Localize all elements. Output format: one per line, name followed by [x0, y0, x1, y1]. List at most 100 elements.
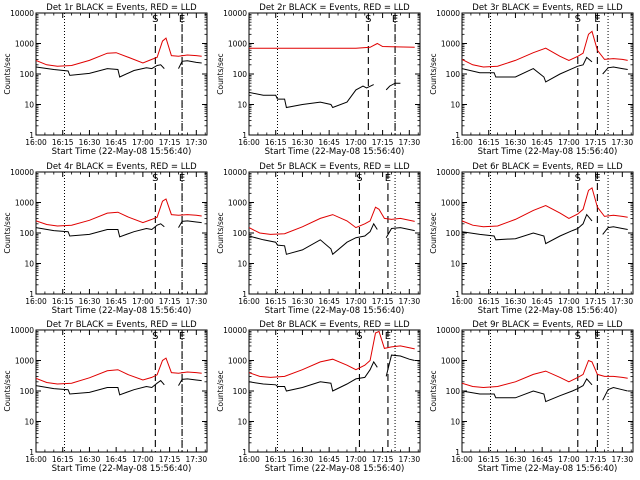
x-tick-label: 17:00: [558, 138, 580, 147]
y-tick-label: 1000: [15, 199, 34, 208]
red-series-line-3: [249, 206, 415, 235]
y-tick-label: 10000: [10, 326, 34, 335]
x-tick-label: 16:00: [25, 138, 47, 147]
marker-label-e: E: [179, 14, 185, 25]
marker-label-s: S: [356, 331, 362, 342]
marker-label-e: E: [392, 14, 398, 25]
chart-panel-5: Det 5r BLACK = Events, RED = LLD 1 10 100 10…: [216, 162, 421, 316]
marker-label-e: E: [179, 331, 185, 342]
x-tick-label: 16:00: [238, 455, 260, 464]
x-axis-label: Start Time (22-May-08 15:56:40): [265, 464, 405, 474]
x-tick-label: 16:30: [505, 455, 527, 464]
chart-title: Det 6r BLACK = Events, RED = LLD: [472, 162, 623, 172]
plot-frame: [35, 171, 208, 295]
y-axis-label: Counts/sec: [216, 370, 225, 411]
y-tick-label: 10000: [223, 168, 247, 177]
x-tick-label: 16:15: [478, 455, 500, 464]
plot-frame: [35, 329, 208, 453]
plot-frame: [461, 171, 634, 295]
y-axis-label: Counts/sec: [3, 370, 12, 411]
y-tick-label: 1000: [228, 40, 247, 49]
x-tick-label: 17:15: [159, 455, 181, 464]
x-tick-label: 17:30: [186, 455, 208, 464]
x-tick-label: 16:30: [79, 455, 101, 464]
black-series-line-2: [178, 378, 202, 386]
marker-label-s: S: [575, 14, 581, 25]
marker-label-e: E: [594, 331, 600, 342]
x-tick-label: 16:00: [25, 455, 47, 464]
y-axis-label: Counts/sec: [216, 53, 225, 94]
y-tick-label: 100: [446, 70, 461, 79]
x-tick-label: 16:15: [52, 138, 74, 147]
plot-frame: [35, 12, 208, 136]
x-axis-label: Start Time (22-May-08 15:56:40): [52, 464, 192, 474]
black-series-line-2: [178, 60, 202, 69]
chart-title: Det 4r BLACK = Events, RED = LLD: [46, 162, 197, 172]
y-tick-label: 1: [242, 290, 247, 299]
x-tick-label: 16:00: [238, 138, 260, 147]
x-tick-label: 17:30: [612, 138, 634, 147]
y-tick-label: 1000: [15, 40, 34, 49]
x-tick-label: 16:15: [478, 138, 500, 147]
y-tick-label: 10000: [436, 9, 460, 18]
x-tick-label: 17:00: [132, 297, 154, 306]
chart-panel-1: Det 1r BLACK = Events, RED = LLD 1 10 100 10…: [3, 3, 208, 157]
chart-title: Det 7r BLACK = Events, RED = LLD: [46, 320, 197, 330]
black-series-line-2: [385, 354, 415, 377]
black-series-line-1: [462, 378, 593, 403]
x-tick-label: 16:30: [505, 297, 527, 306]
y-tick-label: 1000: [441, 199, 460, 208]
y-tick-label: 10000: [223, 326, 247, 335]
x-tick-label: 16:30: [292, 297, 314, 306]
x-tick-label: 16:45: [318, 455, 340, 464]
y-tick-label: 10000: [10, 9, 34, 18]
y-tick-label: 1000: [441, 40, 460, 49]
y-tick-label: 100: [20, 70, 35, 79]
x-tick-label: 17:30: [399, 455, 421, 464]
black-series-line-1: [36, 64, 165, 78]
x-tick-label: 17:15: [372, 297, 394, 306]
black-series-line-1: [462, 56, 593, 83]
y-tick-label: 10: [450, 418, 460, 427]
marker-label-s: S: [152, 14, 158, 25]
x-tick-label: 17:00: [558, 297, 580, 306]
x-tick-label: 16:15: [265, 297, 287, 306]
y-tick-label: 100: [446, 229, 461, 238]
y-axis-label: Counts/sec: [429, 370, 438, 411]
y-tick-label: 1: [242, 448, 247, 457]
x-tick-label: 17:15: [159, 297, 181, 306]
x-tick-label: 16:30: [292, 455, 314, 464]
x-axis-label: Start Time (22-May-08 15:56:40): [52, 147, 192, 157]
y-axis-label: Counts/sec: [216, 212, 225, 253]
red-series-line-3: [249, 42, 415, 49]
marker-label-s: S: [356, 173, 362, 184]
x-tick-label: 16:30: [79, 297, 101, 306]
x-tick-label: 17:15: [372, 138, 394, 147]
y-tick-label: 100: [233, 229, 248, 238]
x-tick-label: 16:00: [238, 297, 260, 306]
black-series-line-1: [36, 223, 165, 238]
plot-frame: [248, 171, 421, 295]
plot-frame: [461, 12, 634, 136]
red-series-line-3: [249, 330, 415, 378]
marker-label-e: E: [594, 173, 600, 184]
y-tick-label: 10: [237, 418, 247, 427]
y-axis-label: Counts/sec: [429, 212, 438, 253]
black-series-line-2: [602, 386, 628, 401]
red-series-line-3: [36, 198, 202, 227]
y-tick-label: 100: [446, 387, 461, 396]
y-tick-label: 10000: [10, 168, 34, 177]
marker-label-e: E: [385, 331, 391, 342]
x-tick-label: 16:15: [52, 455, 74, 464]
marker-label-s: S: [365, 14, 371, 25]
y-tick-label: 100: [20, 229, 35, 238]
y-tick-label: 10000: [436, 168, 460, 177]
y-axis-label: Counts/sec: [3, 212, 12, 253]
x-tick-label: 17:00: [132, 138, 154, 147]
red-series-line-3: [36, 357, 202, 385]
chart-title: Det 5r BLACK = Events, RED = LLD: [259, 162, 410, 172]
y-tick-label: 1: [29, 290, 34, 299]
x-tick-label: 16:15: [52, 297, 74, 306]
x-tick-label: 17:30: [399, 138, 421, 147]
x-tick-label: 16:30: [79, 138, 101, 147]
